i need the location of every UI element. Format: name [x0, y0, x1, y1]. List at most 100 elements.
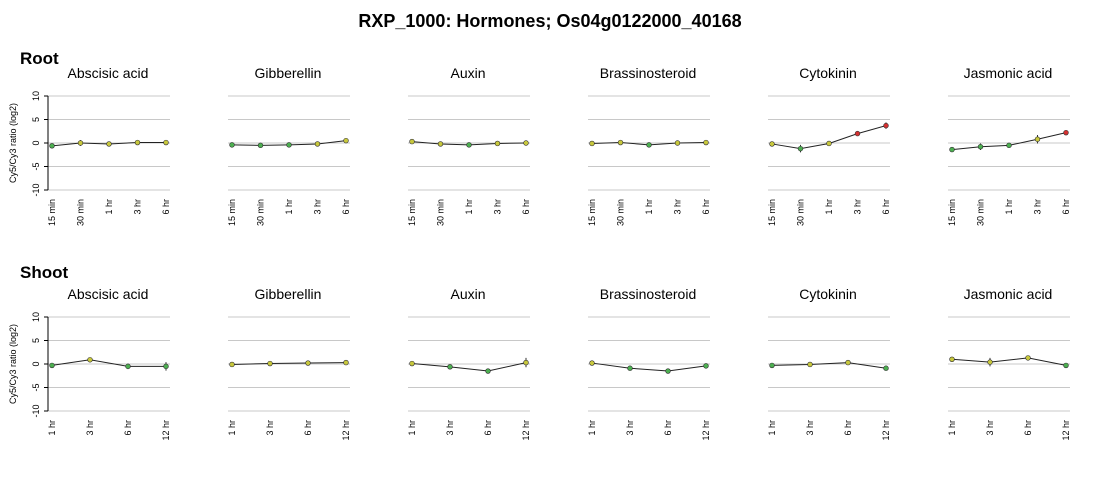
data-point: [257, 142, 264, 149]
x-tick-label: 3 hr: [493, 199, 503, 215]
section-root: Root Cy5/Cy3 ratio (log2) Abscisic acid 10 5…: [8, 49, 1071, 226]
data-point: [343, 359, 349, 366]
x-tick-label: 12 hr: [1061, 420, 1071, 441]
data-point: [314, 141, 321, 147]
x-tick-label: 30 min: [616, 199, 626, 226]
x-tick-label: 6 hr: [161, 199, 171, 215]
data-point: [854, 130, 861, 137]
panel-title: Jasmonic acid: [964, 65, 1053, 81]
x-tick-label: 1 hr: [284, 199, 294, 215]
x-tick-label: 3 hr: [1033, 199, 1043, 215]
panel-brassinosteroid: Brassinosteroid 15 min 30 min 1 hr 3 hr 6 hr: [587, 65, 711, 226]
panel-abscisic-acid: Abscisic acid 10 5 0 -5 -10 1 hr 3 hr 6 hr 12 hr: [31, 286, 171, 441]
data-point: [627, 365, 633, 371]
data-point: [409, 138, 415, 145]
x-tick-label: 1 hr: [464, 199, 474, 215]
x-tick-label: 3 hr: [805, 420, 815, 436]
data-point: [485, 368, 491, 374]
x-tick-label: 12 hr: [701, 420, 711, 441]
section-label: Shoot: [20, 263, 68, 282]
series-line: [591, 362, 707, 372]
series-line: [411, 362, 527, 372]
data-point: [437, 141, 444, 147]
data-point: [409, 360, 415, 367]
y-tick-label: 0: [31, 140, 41, 145]
x-tick-label: 6 hr: [663, 420, 673, 436]
y-tick-label: 0: [31, 361, 41, 366]
panel-title: Auxin: [450, 286, 485, 302]
x-tick-label: 1 hr: [767, 420, 777, 436]
data-point: [1034, 136, 1041, 142]
panel-title: Brassinosteroid: [600, 65, 697, 81]
data-point: [523, 359, 529, 366]
series-line: [951, 357, 1067, 366]
data-point: [229, 361, 235, 368]
x-tick-label: 1 hr: [587, 420, 597, 436]
data-point: [1006, 142, 1012, 149]
y-tick-label: -5: [31, 383, 41, 391]
panel-abscisic-acid: Abscisic acid 10 5 0 -5 -10 15 min 30 min 1 hr 3 …: [31, 65, 171, 226]
data-point: [494, 140, 501, 147]
series-line: [231, 362, 347, 365]
x-tick-label: 3 hr: [85, 420, 95, 436]
x-tick-label: 3 hr: [445, 420, 455, 436]
data-point: [1063, 129, 1069, 136]
x-tick-label: 1 hr: [227, 420, 237, 436]
x-tick-label: 15 min: [767, 199, 777, 226]
y-tick-label: -10: [31, 183, 41, 196]
x-tick-label: 6 hr: [521, 199, 531, 215]
x-tick-label: 15 min: [947, 199, 957, 226]
data-point: [87, 357, 93, 363]
figure-title: RXP_1000: Hormones; Os04g0122000_40168: [358, 11, 741, 31]
x-tick-label: 6 hr: [843, 420, 853, 436]
data-point: [617, 139, 624, 146]
data-point: [646, 142, 652, 148]
data-point: [1063, 362, 1069, 369]
y-tick-label: 5: [31, 117, 41, 122]
x-tick-label: 3 hr: [985, 420, 995, 436]
x-tick-label: 15 min: [407, 199, 417, 226]
y-axis-label: Cy5/Cy3 ratio (log2): [8, 324, 18, 404]
panel-jasmonic-acid: Jasmonic acid 1 hr 3 hr 6 hr 12 hr: [947, 286, 1071, 441]
panel-cytokinin: Cytokinin 1 hr 3 hr 6 hr 12 hr: [767, 286, 891, 441]
y-tick-label: 10: [31, 312, 41, 322]
panel-auxin: Auxin 1 hr 3 hr 6 hr 12 hr: [407, 286, 531, 441]
data-point: [845, 359, 851, 366]
x-tick-label: 30 min: [976, 199, 986, 226]
series-line: [771, 362, 887, 369]
x-tick-label: 6 hr: [881, 199, 891, 215]
data-point: [826, 140, 832, 147]
data-point: [134, 139, 141, 146]
data-point: [589, 360, 595, 366]
data-point: [343, 137, 349, 144]
x-tick-label: 6 hr: [483, 420, 493, 436]
panel-jasmonic-acid: Jasmonic acid 15 min 30 min 1 hr 3 hr 6 hr: [947, 65, 1071, 226]
data-point: [523, 140, 529, 146]
data-point: [305, 360, 311, 366]
x-tick-label: 12 hr: [341, 420, 351, 441]
data-point: [1025, 355, 1031, 361]
data-point: [49, 143, 55, 149]
data-point: [229, 142, 235, 148]
x-tick-label: 3 hr: [625, 420, 635, 436]
panel-cytokinin: Cytokinin 15 min 30 min 1 hr 3 hr 6 hr: [767, 65, 891, 226]
x-tick-label: 6 hr: [123, 420, 133, 436]
x-tick-label: 15 min: [227, 199, 237, 226]
x-tick-label: 1 hr: [644, 199, 654, 215]
data-point: [665, 368, 671, 374]
data-point: [49, 362, 55, 369]
data-point: [797, 145, 804, 152]
x-tick-label: 3 hr: [853, 199, 863, 215]
x-tick-label: 6 hr: [701, 199, 711, 215]
figure-sections: Root Cy5/Cy3 ratio (log2) Abscisic acid 10 5…: [8, 49, 1071, 441]
panel-title: Cytokinin: [799, 65, 857, 81]
panel-title: Abscisic acid: [68, 65, 149, 81]
data-point: [589, 140, 595, 147]
panel-title: Jasmonic acid: [964, 286, 1053, 302]
x-tick-label: 1 hr: [1004, 199, 1014, 215]
panel-title: Auxin: [450, 65, 485, 81]
panel-auxin: Auxin 15 min 30 min 1 hr 3 hr 6 hr: [407, 65, 531, 226]
data-point: [769, 362, 775, 369]
panel-gibberellin: Gibberellin 1 hr 3 hr 6 hr 12 hr: [227, 286, 351, 441]
